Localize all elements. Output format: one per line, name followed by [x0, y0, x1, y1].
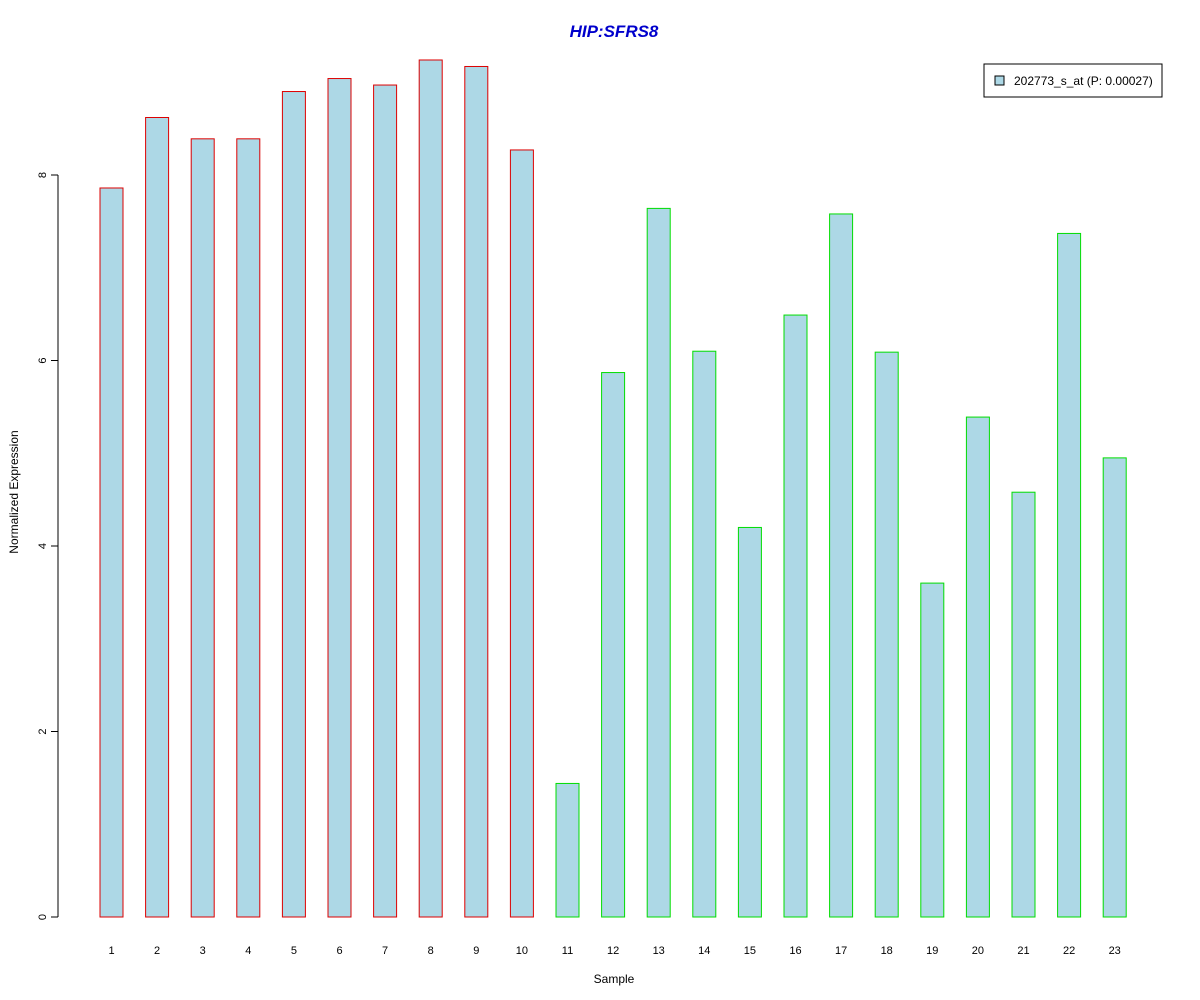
y-tick-label: 4 [37, 543, 49, 549]
x-tick-label: 9 [473, 945, 479, 957]
x-tick-label: 5 [291, 945, 297, 957]
legend-swatch [994, 75, 1005, 86]
bar [601, 372, 626, 918]
x-tick-label: 1 [108, 945, 114, 957]
x-tick-label: 4 [245, 945, 251, 957]
bar [555, 782, 580, 918]
bar [464, 65, 489, 918]
x-tick-label: 20 [972, 945, 984, 957]
legend: 202773_s_at (P: 0.00027) [983, 63, 1163, 98]
x-axis-label: Sample [594, 972, 635, 986]
bar [509, 149, 534, 918]
x-tick-label: 8 [428, 945, 434, 957]
y-axis-label: Normalized Expression [7, 430, 21, 553]
bar [1057, 232, 1082, 918]
x-tick-label: 22 [1063, 945, 1075, 957]
x-tick-labels: 1 2 3 4 5 6 7 8 9 10 11 12 13 14 15 16 17 18 19 20 21 22 23 [108, 945, 1120, 957]
y-tick-label: 6 [37, 357, 49, 363]
bar [281, 91, 306, 918]
x-tick-label: 23 [1109, 945, 1121, 957]
x-tick-label: 15 [744, 945, 756, 957]
x-tick-label: 11 [562, 945, 573, 957]
y-axis: 0 2 4 6 8 [37, 172, 59, 920]
bar [327, 78, 352, 918]
bar [920, 582, 945, 918]
bar [783, 314, 808, 918]
bar [145, 116, 170, 918]
x-tick-label: 3 [200, 945, 206, 957]
bar [236, 138, 261, 918]
bar [99, 187, 124, 918]
x-tick-label: 13 [653, 945, 665, 957]
bar [965, 416, 990, 918]
bar [1011, 491, 1036, 918]
x-tick-label: 12 [607, 945, 619, 957]
y-tick-label: 2 [37, 728, 49, 734]
bar [1102, 457, 1127, 918]
chart-title: HIP:SFRS8 [570, 22, 659, 41]
x-tick-label: 18 [881, 945, 893, 957]
x-tick-label: 2 [154, 945, 160, 957]
x-tick-label: 6 [336, 945, 342, 957]
y-tick-label: 0 [37, 914, 49, 920]
bar [737, 526, 762, 918]
bar [829, 213, 854, 918]
bar [418, 59, 443, 918]
x-tick-label: 14 [698, 945, 710, 957]
bar [692, 350, 717, 918]
bar [646, 207, 671, 918]
x-tick-label: 7 [382, 945, 388, 957]
x-tick-label: 19 [926, 945, 938, 957]
x-tick-label: 17 [835, 945, 847, 957]
x-tick-label: 21 [1017, 945, 1029, 957]
legend-series-label: 202773_s_at (P: 0.00027) [1014, 74, 1153, 88]
y-tick-label: 8 [37, 172, 49, 178]
bar [373, 84, 398, 918]
bar [874, 351, 899, 918]
legend-box [983, 63, 1163, 98]
x-tick-label: 10 [516, 945, 528, 957]
x-tick-label: 16 [789, 945, 801, 957]
bars [99, 59, 1127, 918]
bar [190, 138, 215, 918]
